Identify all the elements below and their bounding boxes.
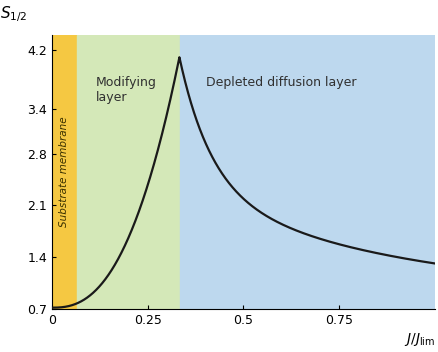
Text: Depleted diffusion layer: Depleted diffusion layer <box>206 76 356 89</box>
Text: $J/J_\mathrm{lim}$: $J/J_\mathrm{lim}$ <box>403 331 434 348</box>
Bar <box>52 35 77 309</box>
Bar <box>77 35 180 309</box>
Bar <box>180 35 434 309</box>
Text: Modifying
layer: Modifying layer <box>96 76 156 104</box>
Text: Substrate membrane: Substrate membrane <box>59 117 69 227</box>
Text: $S_{1/2}$: $S_{1/2}$ <box>0 4 27 24</box>
